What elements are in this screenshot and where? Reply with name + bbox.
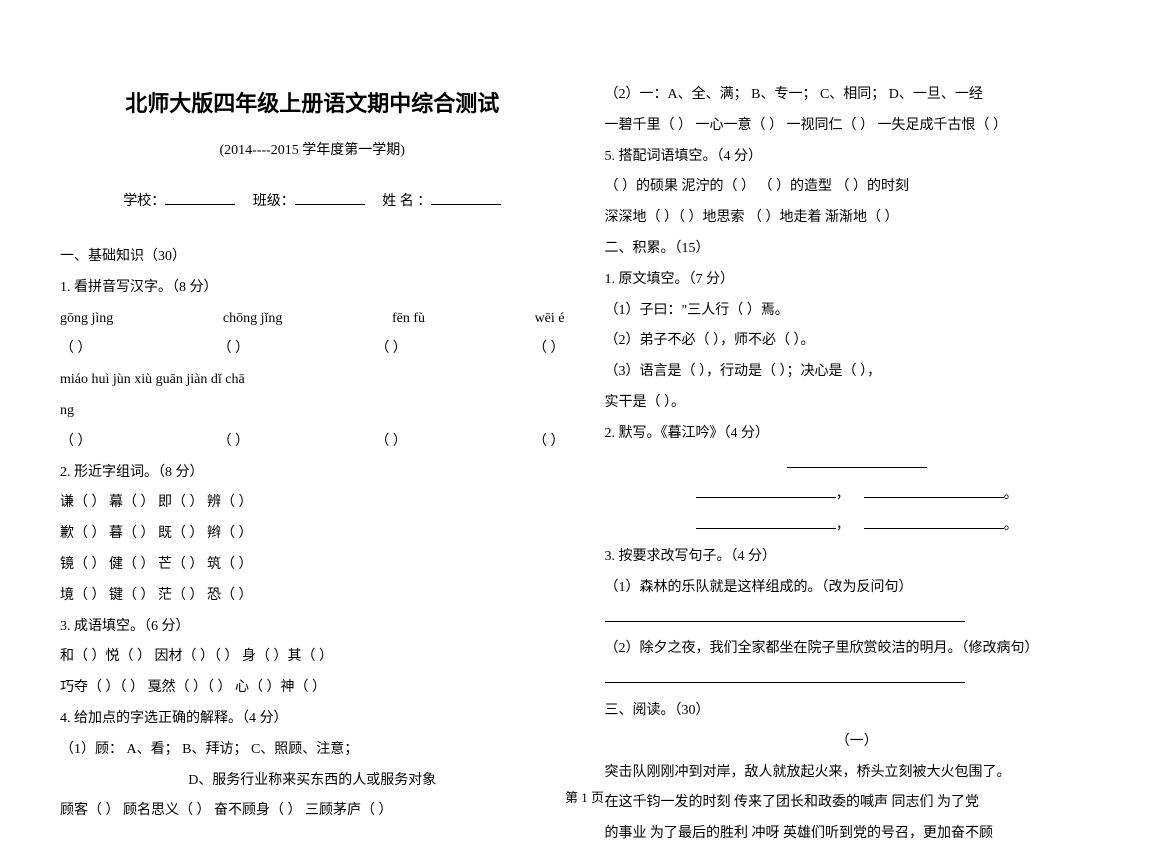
section-heading: 三、阅读。（30）: [605, 696, 1110, 727]
blank: [787, 454, 927, 468]
blank: [696, 515, 836, 529]
option-line: D、服务行业称来买东西的人或服务对象: [60, 766, 565, 797]
char-row: 镜（ ） 健（ ） 芒（ ） 筑（ ）: [60, 550, 565, 581]
blank: [165, 191, 235, 205]
page-subtitle: (2014----2015 学年度第一学期): [60, 136, 565, 167]
passage-line: 突击队刚刚冲到对岸，敌人就放起火来，桥头立刻被大火包围了。: [605, 758, 1110, 789]
question-heading: 5. 搭配词语填空。（4 分）: [605, 142, 1110, 173]
fill-line: （2）弟子不必（ ），师不必（ ）。: [605, 326, 1110, 357]
question-heading: 4. 给加点的字选正确的解释。（4 分）: [60, 704, 565, 735]
poem-blank-row: ， 。: [605, 480, 1110, 511]
match-row: （ ）的硕果 泥泞的（ ） （ ）的造型 （ ）的时刻: [605, 172, 1110, 203]
section-heading: 一、基础知识（30）: [60, 242, 565, 273]
option-line: （2）一：A、全、满； B、专一； C、相同； D、一旦、一经: [605, 80, 1110, 111]
pinyin-row: ng: [60, 396, 565, 427]
blank: [864, 515, 1004, 529]
answer-line: 一碧千里（ ） 一心一意（ ） 一视同仁（ ） 一失足成千古恨（ ）: [605, 111, 1110, 142]
page-number: 第 1 页: [565, 787, 604, 806]
pinyin: chōng jǐng: [223, 304, 283, 335]
question-heading: 3. 按要求改写句子。（4 分）: [605, 542, 1110, 573]
blank: [295, 191, 365, 205]
blank: [696, 484, 836, 498]
rewrite-line: （2）除夕之夜，我们全家都坐在院子里欣赏皎洁的明月。（修改病句）: [605, 634, 1110, 665]
question-heading: 1. 看拼音写汉字。（8 分）: [60, 273, 565, 304]
fill-line: （1）子曰："三人行（ ）焉。: [605, 296, 1110, 327]
rewrite-line: （1）森林的乐队就是这样组成的。（改为反问句）: [605, 573, 1110, 604]
answer-blank: [605, 604, 1110, 635]
answer-blank: [605, 665, 1110, 696]
poem-blank-row: [605, 450, 1110, 481]
char-row: 境（ ） 键（ ） 茫（ ） 恐（ ）: [60, 581, 565, 612]
pinyin-row: miáo huì jùn xiù guān jiàn dǐ chā: [60, 365, 565, 396]
match-row: 深深地（ ）（ ）地思索 （ ）地走着 渐渐地（ ）: [605, 203, 1110, 234]
question-heading: 1. 原文填空。（7 分）: [605, 265, 1110, 296]
section-heading: 二、积累。（15）: [605, 234, 1110, 265]
comma: ，: [836, 518, 850, 533]
pinyin: wēi é: [535, 304, 565, 335]
paren-row: （ ） （ ） （ ） （ ）: [60, 334, 565, 365]
period: 。: [1004, 487, 1018, 502]
blank: [605, 669, 965, 683]
paren: （ ）: [533, 427, 565, 458]
passage-number: （一）: [605, 727, 1110, 758]
paren-row: （ ） （ ） （ ） （ ）: [60, 427, 565, 458]
question-heading: 2. 形近字组词。（8 分）: [60, 458, 565, 489]
fill-line: （3）语言是（ ），行动是（ ）；决心是（ ），: [605, 357, 1110, 388]
answer-line: 顾客（ ） 顾名思义（ ） 奋不顾身（ ） 三顾茅庐（ ）: [60, 796, 565, 827]
paren: （ ）: [218, 334, 250, 365]
pinyin-row: gōng jìng chōng jǐng fēn fù wēi é: [60, 304, 565, 335]
paren: （ ）: [60, 334, 92, 365]
question-heading: 3. 成语填空。（6 分）: [60, 612, 565, 643]
comma: ，: [836, 487, 850, 502]
question-heading: 2. 默写。《暮江吟》（4 分）: [605, 419, 1110, 450]
paren: （ ）: [375, 334, 407, 365]
blank: [605, 608, 965, 622]
chengyu-row: 和（ ）悦（ ） 因材（ ）（ ） 身（ ）其（ ）: [60, 642, 565, 673]
char-row: 歉（ ） 暮（ ） 既（ ） 辫（ ）: [60, 519, 565, 550]
pinyin: gōng jìng: [60, 304, 113, 335]
fill-line: 实干是（ ）。: [605, 388, 1110, 419]
poem-blank-row: ， 。: [605, 511, 1110, 542]
school-label: 学校：: [123, 194, 165, 209]
char-row: 谦（ ） 幕（ ） 即（ ） 辨（ ）: [60, 488, 565, 519]
right-column: （2）一：A、全、满； B、专一； C、相同； D、一旦、一经 一碧千里（ ） …: [605, 80, 1110, 850]
passage-line: 在这千钧一发的时刻 传来了团长和政委的喊声 同志们 为了党: [605, 788, 1110, 819]
period: 。: [1004, 518, 1018, 533]
name-label: 姓 名 ：: [382, 194, 431, 209]
passage-line: 的事业 为了最后的胜利 冲呀 英雄们听到党的号召，更加奋不顾: [605, 819, 1110, 850]
option-line: （1）顾： A、看； B、拜访； C、照顾、注意；: [60, 735, 565, 766]
student-info: 学校： 班级： 姓 名 ：: [60, 187, 565, 218]
left-column: 北师大版四年级上册语文期中综合测试 (2014----2015 学年度第一学期)…: [60, 80, 565, 850]
paren: （ ）: [533, 334, 565, 365]
blank: [431, 191, 501, 205]
paren: （ ）: [375, 427, 407, 458]
chengyu-row: 巧夺（ ）（ ） 戛然（ ）（ ） 心（ ）神（ ）: [60, 673, 565, 704]
paren: （ ）: [218, 427, 250, 458]
pinyin: fēn fù: [392, 304, 425, 335]
class-label: 班级：: [253, 194, 295, 209]
page-title: 北师大版四年级上册语文期中综合测试: [60, 80, 565, 128]
blank: [864, 484, 1004, 498]
paren: （ ）: [60, 427, 92, 458]
